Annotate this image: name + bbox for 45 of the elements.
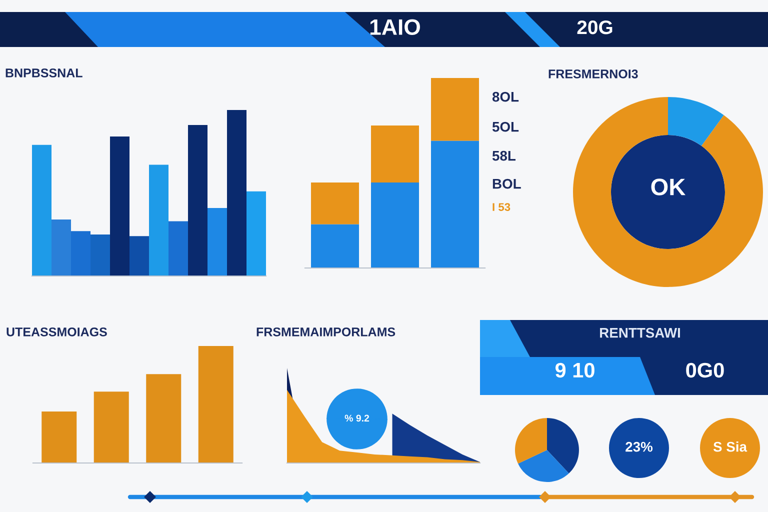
donut-slice xyxy=(573,97,763,287)
annotation: % 9.2 xyxy=(344,414,370,422)
bar xyxy=(371,182,419,268)
text: S Sia xyxy=(713,442,748,452)
bar xyxy=(168,221,188,276)
bar xyxy=(110,136,130,276)
pie-slice xyxy=(547,418,579,474)
bar xyxy=(146,374,182,463)
pie-slice xyxy=(518,450,569,482)
bar xyxy=(32,144,52,276)
text: 58L xyxy=(492,150,516,161)
chart-title: BNPBSSNAL xyxy=(6,68,82,78)
bar xyxy=(198,346,234,463)
bar xyxy=(227,110,246,276)
bar xyxy=(149,164,168,276)
text: 5OL xyxy=(492,122,519,132)
text: 23% xyxy=(626,442,653,452)
donut-slice xyxy=(668,97,724,146)
text: 20G xyxy=(577,20,612,34)
bar xyxy=(71,231,90,276)
text: 1AIO xyxy=(370,19,420,35)
bar xyxy=(42,412,77,463)
chart-title: UTEASSMOIAGS xyxy=(6,328,107,336)
bar xyxy=(52,220,71,276)
bar xyxy=(246,191,266,276)
text: 8OL xyxy=(492,92,519,102)
text: 0G0 xyxy=(686,362,724,378)
bar xyxy=(90,234,110,276)
text: RENTTSAWI xyxy=(600,328,680,338)
text: OK xyxy=(651,178,686,196)
bar xyxy=(431,78,479,141)
bar xyxy=(371,126,419,182)
bar xyxy=(94,392,129,463)
bar xyxy=(208,208,227,276)
text: 9 10 xyxy=(555,362,594,378)
bar xyxy=(188,124,208,276)
chart-title: FRSMEMAIMPORLAMS xyxy=(256,328,396,336)
pie-slice xyxy=(515,418,547,464)
chart-title: FRESMERNOI3 xyxy=(548,70,638,78)
text: BOL xyxy=(492,178,521,189)
bar xyxy=(130,236,149,276)
bar xyxy=(431,140,479,268)
text: I 53 xyxy=(492,203,510,211)
bar xyxy=(311,224,359,268)
bar xyxy=(311,182,359,224)
